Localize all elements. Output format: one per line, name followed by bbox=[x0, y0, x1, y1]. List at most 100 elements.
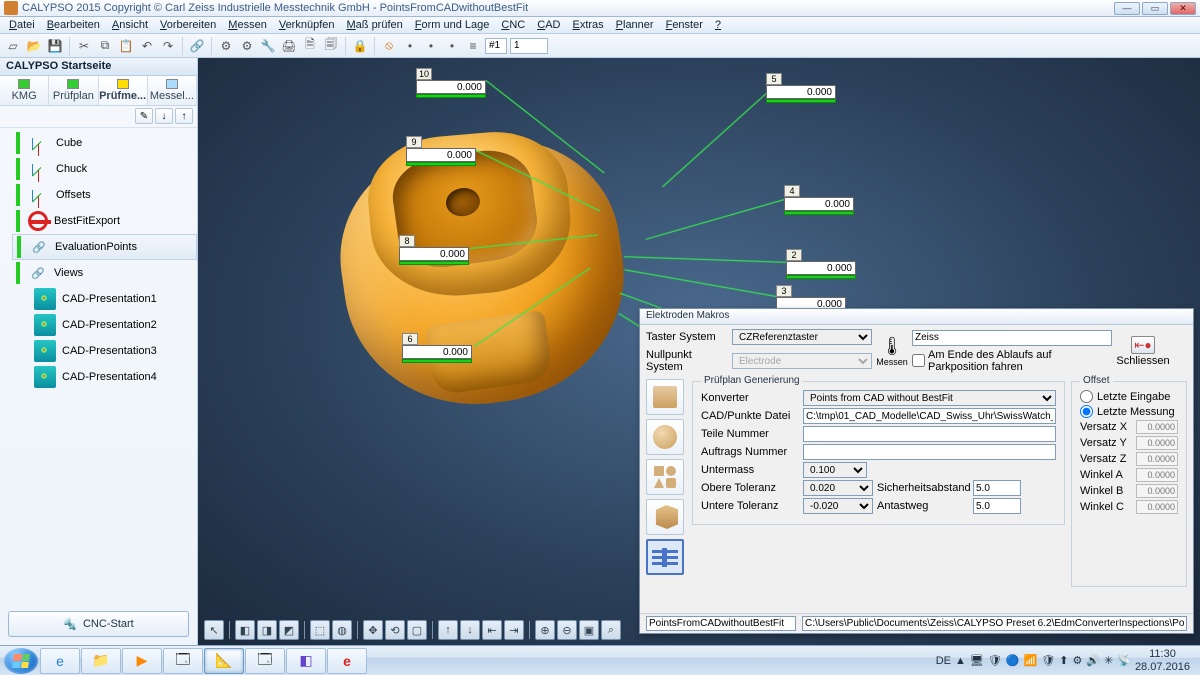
tb-params-icon[interactable]: ≡ bbox=[464, 37, 482, 55]
menu-datei[interactable]: Datei bbox=[4, 18, 40, 32]
menu-fenster[interactable]: Fenster bbox=[661, 18, 708, 32]
dim-box-9[interactable]: 90.000 bbox=[406, 136, 478, 166]
tb-save-icon[interactable]: 💾 bbox=[46, 37, 64, 55]
dim-box-4[interactable]: 40.000 bbox=[784, 185, 856, 215]
ut-select[interactable]: -0.020 bbox=[803, 498, 873, 514]
tb-lock-icon[interactable]: 🔒 bbox=[351, 37, 369, 55]
start-button[interactable] bbox=[4, 648, 38, 674]
shape-sliders-button[interactable] bbox=[646, 539, 684, 575]
menu-bearbeiten[interactable]: Bearbeiten bbox=[42, 18, 105, 32]
tb-gear1-icon[interactable]: ⚙ bbox=[217, 37, 235, 55]
vp-fit-icon[interactable]: ▣ bbox=[579, 620, 599, 640]
zeiss-field[interactable] bbox=[912, 330, 1112, 346]
task-explorer-icon[interactable]: 📁 bbox=[81, 648, 121, 674]
vp-right-icon[interactable]: ⇥ bbox=[504, 620, 524, 640]
vp-cursor-icon[interactable]: ↖ bbox=[204, 620, 224, 640]
cad-file-input[interactable] bbox=[803, 408, 1056, 424]
mini-edit-icon[interactable]: ✎ bbox=[135, 108, 153, 124]
tray-i8-icon[interactable]: 🔊 bbox=[1086, 654, 1100, 667]
tree-item-chuck[interactable]: Chuck bbox=[12, 156, 197, 182]
maximize-button[interactable]: ▭ bbox=[1142, 2, 1168, 15]
vp-pan-icon[interactable]: ✥ bbox=[363, 620, 383, 640]
tb-p2-icon[interactable]: • bbox=[422, 37, 440, 55]
tree-item-cube[interactable]: Cube bbox=[12, 130, 197, 156]
mini-up-icon[interactable]: ↑ bbox=[175, 108, 193, 124]
tb-coord-value[interactable]: 1 bbox=[510, 38, 548, 54]
tb-print-icon[interactable]: 🖨 bbox=[280, 37, 298, 55]
lp-tab-0[interactable]: KMG bbox=[0, 76, 49, 105]
dim-box-10[interactable]: 100.000 bbox=[416, 68, 488, 98]
menu-vorbereiten[interactable]: Vorbereiten bbox=[155, 18, 221, 32]
shape-multi-button[interactable] bbox=[646, 459, 684, 495]
task-app3-icon[interactable]: ◧ bbox=[286, 648, 326, 674]
tree-item-views[interactable]: 🔗Views bbox=[12, 260, 197, 286]
tree-item-evaluationpoints[interactable]: 🔗EvaluationPoints bbox=[12, 234, 197, 260]
tree-item-cad-presentation1[interactable]: CAD-Presentation1 bbox=[12, 286, 197, 312]
tb-link-icon[interactable]: 🔗 bbox=[188, 37, 206, 55]
dim-box-6[interactable]: 60.000 bbox=[402, 333, 474, 363]
tb-paste-icon[interactable]: 📋 bbox=[117, 37, 135, 55]
tray-i5-icon[interactable]: 🛡 bbox=[1041, 654, 1055, 667]
vp-shade-icon[interactable]: ◍ bbox=[332, 620, 352, 640]
park-checkbox[interactable] bbox=[912, 354, 925, 367]
tb-cut-icon[interactable]: ✂ bbox=[75, 37, 93, 55]
tb-gear2-icon[interactable]: ⚙ bbox=[238, 37, 256, 55]
vp-up-icon[interactable]: ↑ bbox=[438, 620, 458, 640]
task-ie-icon[interactable]: e bbox=[40, 648, 80, 674]
dim-box-5[interactable]: 50.000 bbox=[766, 73, 838, 103]
sich-input[interactable] bbox=[973, 480, 1021, 496]
menu-form und lage[interactable]: Form und Lage bbox=[410, 18, 495, 32]
ant-input[interactable] bbox=[973, 498, 1021, 514]
vp-box-icon[interactable]: ▢ bbox=[407, 620, 427, 640]
menu-messen[interactable]: Messen bbox=[223, 18, 272, 32]
offset-radio-b[interactable]: Letzte Messung bbox=[1080, 405, 1178, 418]
dim-box-2[interactable]: 20.000 bbox=[786, 249, 858, 279]
task-app1-icon[interactable]: 🗔 bbox=[163, 648, 203, 674]
konverter-select[interactable]: Points from CAD without BestFit bbox=[803, 390, 1056, 406]
tray-i2-icon[interactable]: 🛡 bbox=[988, 654, 1002, 667]
tb-stop-icon[interactable]: ⦸ bbox=[380, 37, 398, 55]
menu-cnc[interactable]: CNC bbox=[496, 18, 530, 32]
tb-redo-icon[interactable]: ↷ bbox=[159, 37, 177, 55]
menu-verknüpfen[interactable]: Verknüpfen bbox=[274, 18, 340, 32]
tray-lang[interactable]: DE bbox=[936, 655, 951, 667]
vp-iso1-icon[interactable]: ◧ bbox=[235, 620, 255, 640]
tray-i3-icon[interactable]: 🔵 bbox=[1006, 654, 1020, 667]
tray-clock[interactable]: 11:30 28.07.2016 bbox=[1135, 648, 1190, 672]
tb-undo-icon[interactable]: ↶ bbox=[138, 37, 156, 55]
vp-zoomin-icon[interactable]: ⊕ bbox=[535, 620, 555, 640]
tray-i7-icon[interactable]: ⚙ bbox=[1072, 654, 1082, 667]
tb-new-icon[interactable]: ▱ bbox=[4, 37, 22, 55]
vp-iso2-icon[interactable]: ◨ bbox=[257, 620, 277, 640]
foot-left-input[interactable] bbox=[646, 616, 796, 631]
teile-input[interactable] bbox=[803, 426, 1056, 442]
menu-cad[interactable]: CAD bbox=[532, 18, 565, 32]
auftrag-input[interactable] bbox=[803, 444, 1056, 460]
park-checkbox-label[interactable]: Am Ende des Ablaufs auf Parkposition fah… bbox=[912, 349, 1112, 373]
menu-ansicht[interactable]: Ansicht bbox=[107, 18, 153, 32]
mini-down-icon[interactable]: ↓ bbox=[155, 108, 173, 124]
task-app2-icon[interactable]: 🗔 bbox=[245, 648, 285, 674]
shape-3d-button[interactable] bbox=[646, 499, 684, 535]
taster-system-select[interactable]: CZReferenztaster bbox=[732, 329, 872, 345]
vp-left-icon[interactable]: ⇤ bbox=[482, 620, 502, 640]
tb-p3-icon[interactable]: • bbox=[443, 37, 461, 55]
minimize-button[interactable]: — bbox=[1114, 2, 1140, 15]
tb-doc-icon[interactable]: 🗎 bbox=[301, 37, 319, 55]
lp-tab-1[interactable]: Prüfplan bbox=[49, 76, 98, 105]
dim-box-8[interactable]: 80.000 bbox=[399, 235, 471, 265]
vp-zoomwin-icon[interactable]: ⌕ bbox=[601, 620, 621, 640]
tb-p1-icon[interactable]: • bbox=[401, 37, 419, 55]
tree-item-cad-presentation3[interactable]: CAD-Presentation3 bbox=[12, 338, 197, 364]
vp-rotate-icon[interactable]: ⟲ bbox=[385, 620, 405, 640]
tree-item-cad-presentation4[interactable]: CAD-Presentation4 bbox=[12, 364, 197, 390]
vp-zoomout-icon[interactable]: ⊖ bbox=[557, 620, 577, 640]
lp-tab-3[interactable]: Messel... bbox=[148, 76, 197, 105]
lp-tab-2[interactable]: Prüfme... bbox=[99, 76, 148, 105]
tray-flag-icon[interactable]: ▲ bbox=[955, 655, 966, 667]
cnc-start-button[interactable]: 🔩 CNC-Start bbox=[8, 611, 189, 637]
thermometer-icon[interactable]: 🌡 bbox=[881, 336, 904, 357]
ot-select[interactable]: 0.020 bbox=[803, 480, 873, 496]
foot-right-input[interactable] bbox=[802, 616, 1187, 631]
task-media-icon[interactable]: ▶ bbox=[122, 648, 162, 674]
